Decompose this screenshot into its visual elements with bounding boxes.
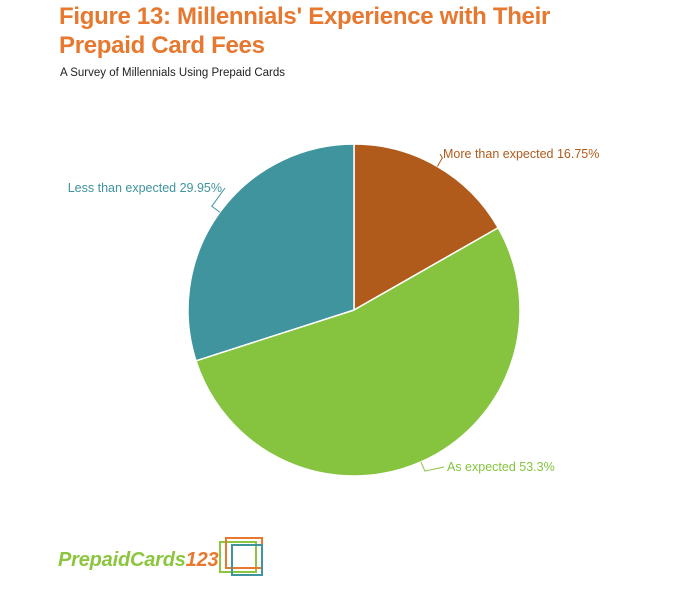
cards-logo-icon xyxy=(219,537,263,576)
leader-line xyxy=(211,187,226,213)
pie-slice-as-expected xyxy=(195,226,521,477)
slice-label: More than expected 16.75% xyxy=(443,147,599,161)
chart-subtitle: A Survey of Millennials Using Prepaid Ca… xyxy=(60,67,285,79)
prepaidcards123-logo: PrepaidCards123 xyxy=(58,536,268,580)
logo-word-123: 123 xyxy=(185,549,219,571)
slice-label: As expected 53.3% xyxy=(447,460,555,474)
pie-slice-more-than-expected xyxy=(353,143,500,312)
slice-label: Less than expected 29.95% xyxy=(68,181,222,195)
leader-line xyxy=(436,153,443,167)
logo-word-cards: Cards xyxy=(129,549,186,571)
logo-wordmark: PrepaidCards123 xyxy=(58,549,219,572)
chart-title: Figure 13: Millennials' Experience with … xyxy=(59,3,551,59)
leader-line xyxy=(420,461,445,472)
logo-word-prepaid: Prepaid xyxy=(58,549,130,571)
